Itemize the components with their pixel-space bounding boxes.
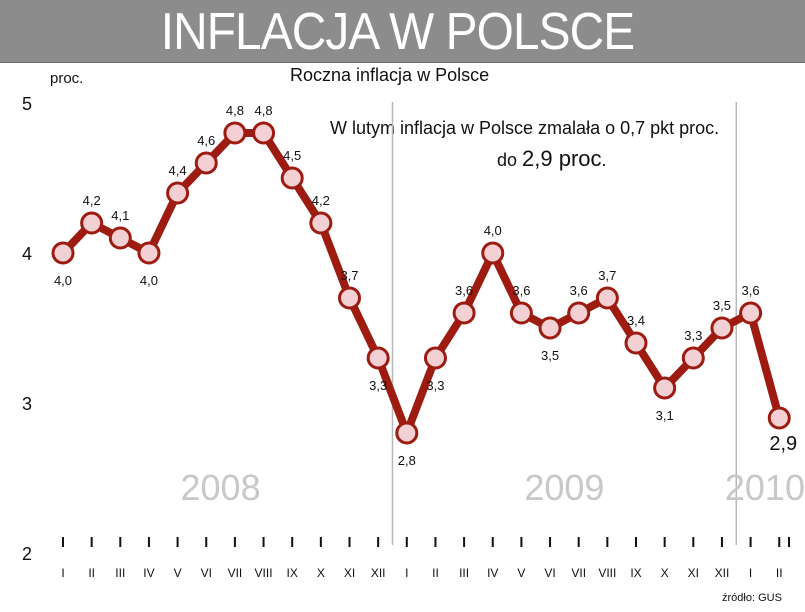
data-point bbox=[137, 241, 161, 265]
x-tick-label: X bbox=[661, 566, 669, 580]
y-tick-label: 5 bbox=[22, 94, 32, 114]
annotation-prefix: do bbox=[497, 150, 523, 170]
data-point bbox=[366, 346, 390, 370]
data-point bbox=[423, 346, 447, 370]
data-label: 4,0 bbox=[140, 273, 158, 288]
data-label: 3,1 bbox=[656, 408, 674, 423]
data-point bbox=[681, 346, 705, 370]
data-label: 3,5 bbox=[713, 298, 731, 313]
data-label: 3,3 bbox=[684, 328, 702, 343]
data-label: 4,6 bbox=[197, 133, 215, 148]
x-tick-label: IV bbox=[143, 566, 154, 580]
data-point bbox=[739, 301, 763, 325]
data-label: 3,7 bbox=[598, 268, 616, 283]
chart-title: Roczna inflacja w Polsce bbox=[290, 65, 490, 85]
data-point bbox=[80, 211, 104, 235]
x-tick-label: IV bbox=[487, 566, 498, 580]
data-label: 3,4 bbox=[627, 313, 645, 328]
banner-title: INFLACJA W POLSCE bbox=[160, 3, 635, 61]
x-tick-label: I bbox=[749, 566, 752, 580]
data-point bbox=[338, 286, 361, 310]
year-label-2008: 2008 bbox=[181, 467, 261, 508]
data-point bbox=[252, 121, 276, 145]
data-label: 3,5 bbox=[541, 348, 559, 363]
data-point bbox=[309, 211, 333, 235]
x-tick-label: II bbox=[88, 566, 95, 580]
data-point bbox=[452, 301, 476, 325]
y-axis-unit-label: proc. bbox=[50, 70, 84, 87]
x-tick-label: I bbox=[405, 566, 408, 580]
data-point bbox=[595, 286, 619, 310]
data-point bbox=[538, 316, 562, 340]
data-label: 2,9 bbox=[769, 433, 797, 455]
x-tick-label: VI bbox=[544, 566, 555, 580]
data-label: 4,1 bbox=[111, 208, 129, 223]
year-label-2010: 2010 bbox=[725, 467, 805, 508]
data-point bbox=[280, 166, 304, 190]
data-point bbox=[108, 226, 132, 250]
data-point bbox=[624, 331, 648, 355]
x-tick-label: XI bbox=[688, 566, 699, 580]
x-tick-label: VIII bbox=[598, 566, 616, 580]
y-tick-label: 4 bbox=[22, 244, 32, 264]
data-point bbox=[166, 181, 190, 205]
source-note: źródło: GUS bbox=[722, 592, 782, 604]
x-tick-label: IX bbox=[287, 566, 298, 580]
x-tick-label: XII bbox=[371, 566, 386, 580]
year-label-2009: 2009 bbox=[524, 467, 604, 508]
data-label: 3,3 bbox=[369, 378, 387, 393]
x-tick-label: II bbox=[776, 566, 783, 580]
data-label: 4,2 bbox=[83, 193, 101, 208]
x-tick-label: V bbox=[517, 566, 525, 580]
data-label: 4,4 bbox=[169, 163, 187, 178]
data-label: 3,3 bbox=[426, 378, 444, 393]
x-tick-label: VII bbox=[228, 566, 243, 580]
data-label: 3,7 bbox=[340, 268, 358, 283]
x-tick-label: I bbox=[61, 566, 64, 580]
y-tick-label: 3 bbox=[22, 394, 32, 414]
data-label: 3,6 bbox=[570, 283, 588, 298]
x-tick-label: VIII bbox=[255, 566, 273, 580]
data-label: 4,0 bbox=[54, 273, 72, 288]
title-banner: INFLACJA W POLSCE bbox=[0, 0, 805, 63]
x-tick-label: V bbox=[174, 566, 182, 580]
data-label: 4,8 bbox=[255, 103, 273, 118]
data-label: 3,6 bbox=[512, 283, 530, 298]
data-label: 4,5 bbox=[283, 148, 301, 163]
data-label: 3,6 bbox=[455, 283, 473, 298]
data-point bbox=[223, 121, 247, 145]
x-tick-label: X bbox=[317, 566, 325, 580]
data-label: 2,8 bbox=[398, 453, 416, 468]
data-label: 4,8 bbox=[226, 103, 244, 118]
x-tick-label: VII bbox=[571, 566, 586, 580]
annotation-suffix: . bbox=[601, 150, 607, 170]
annotation-line-2: do 2,9 proc. bbox=[497, 146, 607, 172]
x-tick-label: XI bbox=[344, 566, 355, 580]
data-label: 3,6 bbox=[742, 283, 760, 298]
data-point bbox=[509, 301, 533, 325]
x-tick-label: III bbox=[459, 566, 469, 580]
annotation-line-1: W lutym inflacja w Polsce zmalała o 0,7 … bbox=[330, 118, 720, 138]
x-tick-label: VI bbox=[201, 566, 212, 580]
x-tick-label: XII bbox=[715, 566, 730, 580]
data-label: 4,2 bbox=[312, 193, 330, 208]
data-point bbox=[51, 241, 75, 265]
data-point bbox=[653, 376, 677, 400]
annotation-value: 2,9 proc bbox=[522, 146, 602, 171]
data-point bbox=[710, 316, 734, 340]
data-point bbox=[767, 406, 791, 430]
x-tick-label: IX bbox=[630, 566, 641, 580]
data-point bbox=[194, 151, 218, 175]
x-tick-label: III bbox=[115, 566, 125, 580]
data-point bbox=[567, 301, 591, 325]
y-tick-label: 2 bbox=[22, 544, 32, 564]
data-point bbox=[395, 421, 419, 445]
x-tick-label: II bbox=[432, 566, 439, 580]
data-point bbox=[481, 241, 505, 265]
data-label: 4,0 bbox=[484, 223, 502, 238]
